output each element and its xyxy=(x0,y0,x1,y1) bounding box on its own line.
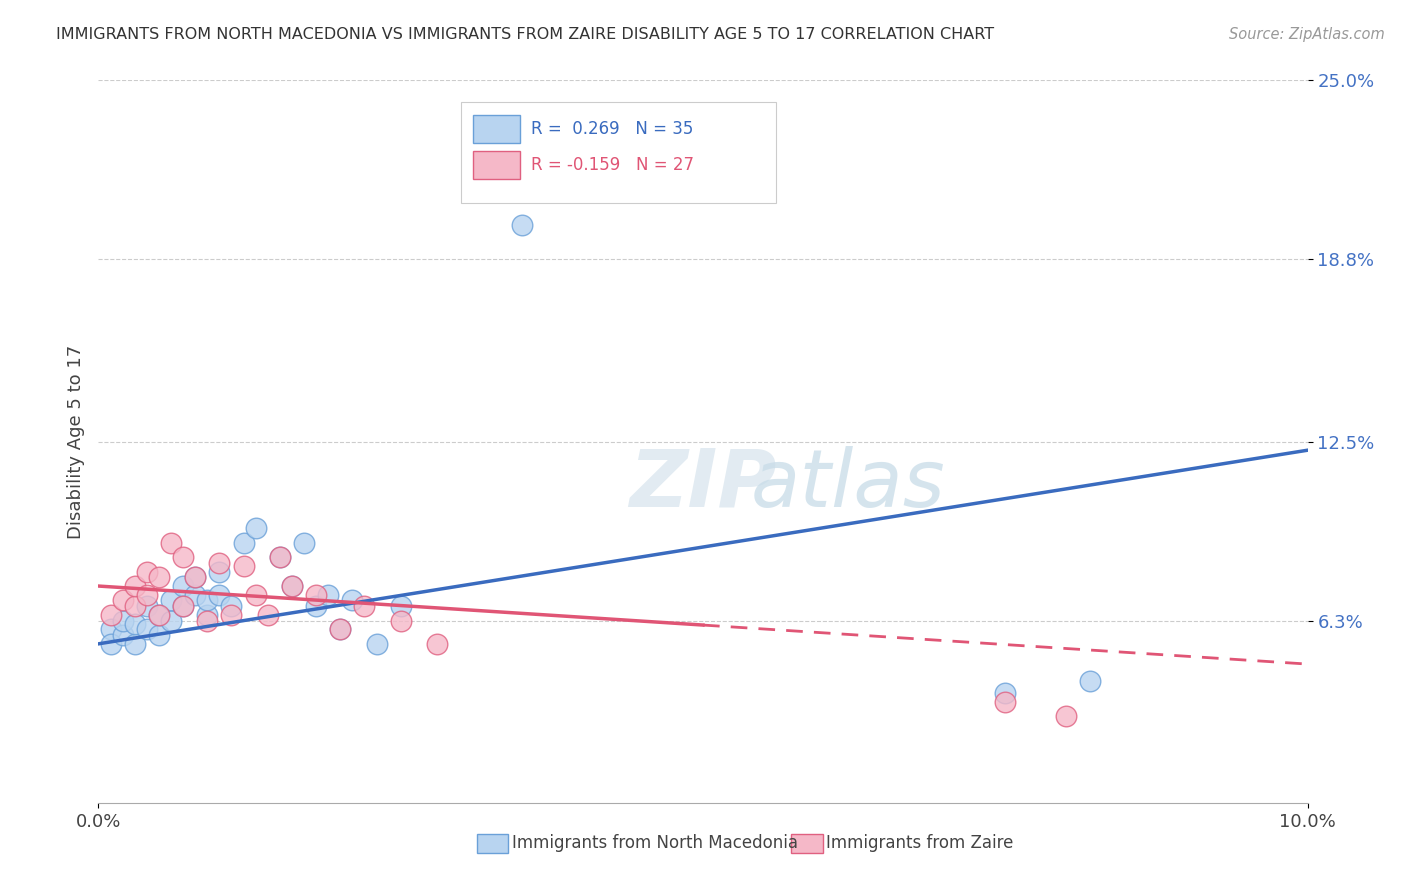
Point xyxy=(305,588,328,602)
Point xyxy=(232,535,254,549)
Y-axis label: Disability Age 5 to 17: Disability Age 5 to 17 xyxy=(66,344,84,539)
Point xyxy=(994,686,1017,700)
Point xyxy=(172,550,194,565)
Point xyxy=(148,570,170,584)
Point xyxy=(160,614,183,628)
Text: R =  0.269   N = 35: R = 0.269 N = 35 xyxy=(531,120,693,137)
Point xyxy=(195,593,218,607)
Point xyxy=(1054,709,1077,723)
Text: Immigrants from Zaire: Immigrants from Zaire xyxy=(827,834,1014,852)
FancyBboxPatch shape xyxy=(792,834,823,853)
Point xyxy=(305,599,328,614)
Point xyxy=(342,593,364,607)
Point xyxy=(994,695,1017,709)
Text: IMMIGRANTS FROM NORTH MACEDONIA VS IMMIGRANTS FROM ZAIRE DISABILITY AGE 5 TO 17 : IMMIGRANTS FROM NORTH MACEDONIA VS IMMIG… xyxy=(56,27,994,42)
Point xyxy=(160,535,183,549)
FancyBboxPatch shape xyxy=(461,102,776,203)
Point xyxy=(172,599,194,614)
Point xyxy=(184,570,207,584)
Point xyxy=(160,593,183,607)
Point xyxy=(256,607,278,622)
Point xyxy=(184,570,207,584)
Point xyxy=(195,614,218,628)
Point xyxy=(221,607,243,622)
Text: Immigrants from North Macedonia: Immigrants from North Macedonia xyxy=(512,834,799,852)
Text: ZIP: ZIP xyxy=(630,446,776,524)
Point xyxy=(245,588,267,602)
Point xyxy=(316,588,339,602)
FancyBboxPatch shape xyxy=(474,115,520,143)
Point xyxy=(148,628,170,642)
Point xyxy=(281,579,304,593)
Point xyxy=(135,599,157,614)
Point xyxy=(232,558,254,573)
Point xyxy=(281,579,304,593)
Point xyxy=(111,628,134,642)
Point xyxy=(245,521,267,535)
FancyBboxPatch shape xyxy=(474,151,520,179)
Point xyxy=(1078,674,1101,689)
Point xyxy=(100,607,122,622)
Point xyxy=(148,607,170,622)
Point xyxy=(124,616,146,631)
Point xyxy=(124,599,146,614)
Point xyxy=(208,556,231,570)
Point xyxy=(353,599,375,614)
Point xyxy=(208,565,231,579)
Point xyxy=(111,593,134,607)
Point xyxy=(269,550,291,565)
Point xyxy=(148,607,170,622)
Point xyxy=(510,218,533,232)
Point xyxy=(100,637,122,651)
Point xyxy=(124,637,146,651)
Point xyxy=(184,588,207,602)
Point xyxy=(172,599,194,614)
Point xyxy=(124,579,146,593)
Text: atlas: atlas xyxy=(751,446,945,524)
Point xyxy=(195,607,218,622)
Point xyxy=(172,579,194,593)
Point xyxy=(389,614,412,628)
Point xyxy=(221,599,243,614)
Point xyxy=(292,535,315,549)
Point xyxy=(135,565,157,579)
Text: Source: ZipAtlas.com: Source: ZipAtlas.com xyxy=(1229,27,1385,42)
Point xyxy=(389,599,412,614)
Point xyxy=(111,614,134,628)
Point xyxy=(100,623,122,637)
Point xyxy=(269,550,291,565)
Point xyxy=(208,588,231,602)
Point xyxy=(135,588,157,602)
Point xyxy=(426,637,449,651)
Point xyxy=(366,637,388,651)
Text: R = -0.159   N = 27: R = -0.159 N = 27 xyxy=(531,156,695,174)
Point xyxy=(135,623,157,637)
FancyBboxPatch shape xyxy=(477,834,509,853)
Point xyxy=(329,623,352,637)
Point xyxy=(329,623,352,637)
